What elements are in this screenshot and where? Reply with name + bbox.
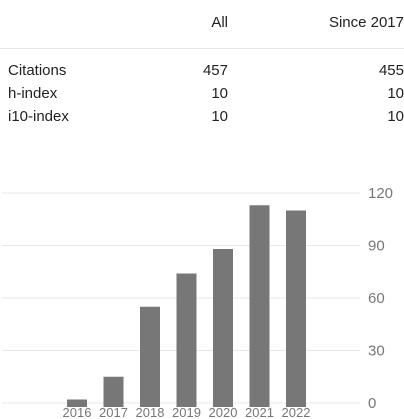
bar-2020[interactable] [213,249,233,407]
bar-2021[interactable] [249,205,270,407]
column-header-since-2017[interactable]: Since 2017 [328,14,404,31]
stats-header-row: All Since 2017 [0,0,404,49]
h-index-all-value: 10 [211,85,228,102]
column-header-all[interactable]: All [211,14,228,31]
h-index-since-value: 10 [387,85,404,102]
y-tick-label: 90 [368,238,385,255]
i10-index-since-value: 10 [387,108,404,125]
i10-index-all-value: 10 [211,108,228,125]
x-tick-label-2021: 2021 [245,405,274,419]
bar-2022[interactable] [286,210,306,408]
row-label-citations[interactable]: Citations [8,62,67,79]
row-label-i10-index[interactable]: i10-index [8,108,69,125]
x-tick-label-2022: 2022 [282,405,311,419]
stats-row-h-index: h-index 10 10 [0,83,404,105]
y-tick-label: 30 [368,343,385,360]
y-tick-label: 120 [368,185,393,202]
citations-per-year-chart: 0 30 60 90 120 2016 2017 2018 2019 2020 2021 2022 [0,180,404,419]
citation-stats-table: All Since 2017 Citations 457 455 h-index… [0,0,404,140]
stats-row-i10-index: i10-index 10 10 [0,106,404,128]
citations-since-value: 455 [378,62,404,79]
bar-2017[interactable] [103,376,124,407]
bar-2018[interactable] [140,306,160,407]
stats-row-citations: Citations 457 455 [0,60,404,82]
x-tick-label-2016: 2016 [63,405,92,419]
citations-all-value: 457 [202,62,228,79]
y-tick-label: 60 [368,290,385,307]
x-tick-label-2017: 2017 [99,405,128,419]
bar-2019[interactable] [176,273,197,408]
x-tick-label-2019: 2019 [172,405,201,419]
y-tick-label: 0 [368,395,376,412]
bars [67,205,306,407]
citations-histogram: 0 30 60 90 120 2016 2017 2018 2019 2020 2021 2022 [2,185,393,419]
x-tick-label-2020: 2020 [209,405,238,419]
x-tick-label-2018: 2018 [136,405,165,419]
row-label-h-index[interactable]: h-index [8,85,58,102]
x-axis-ticks: 2016 2017 2018 2019 2020 2021 2022 [63,405,311,419]
bar-2016[interactable] [67,399,87,408]
y-axis-ticks: 0 30 60 90 120 [368,185,393,412]
